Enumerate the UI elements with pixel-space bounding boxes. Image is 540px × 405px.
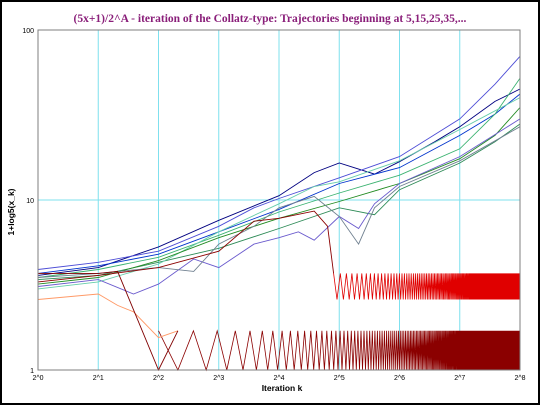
tick-labels: 2^0 2^1 2^2 2^3 2^4 2^5 2^6 2^7 2^8 1 10 100 — [22, 28, 525, 382]
series-line — [37, 118, 521, 295]
series-line — [37, 126, 521, 278]
series-line — [37, 97, 521, 290]
y-tick-label: 100 — [22, 28, 34, 35]
series-line — [37, 55, 521, 270]
series-line — [37, 78, 521, 278]
cycle-line — [158, 329, 521, 372]
x-tick-label: 2^0 — [32, 375, 43, 382]
x-tick-label: 2^3 — [213, 375, 224, 382]
x-axis-title: Iteration k — [262, 383, 303, 393]
series-line — [37, 293, 179, 339]
series-line — [37, 88, 521, 276]
y-tick-label: 1 — [30, 368, 34, 375]
x-tick-label: 2^5 — [334, 375, 345, 382]
series-lines — [37, 55, 521, 372]
cycle-line — [333, 273, 521, 300]
x-tick-label: 2^6 — [394, 375, 405, 382]
y-axis-title: 1+log5(x_k) — [6, 188, 16, 235]
chart-title: (5x+1)/2^A - iteration of the Collatz-ty… — [74, 13, 467, 25]
x-tick-label: 2^7 — [454, 375, 465, 382]
plot-border — [37, 29, 521, 371]
x-tick-label: 2^1 — [93, 375, 104, 382]
series-line — [38, 270, 179, 372]
y-tick-label: 10 — [26, 198, 34, 205]
series-line — [37, 93, 521, 274]
series-line — [37, 107, 521, 285]
grid-lines — [38, 30, 520, 370]
cycle-oscillations — [158, 273, 521, 372]
x-tick-label: 2^2 — [153, 375, 164, 382]
x-tick-label: 2^8 — [514, 375, 525, 382]
x-tick-label: 2^4 — [273, 375, 284, 382]
